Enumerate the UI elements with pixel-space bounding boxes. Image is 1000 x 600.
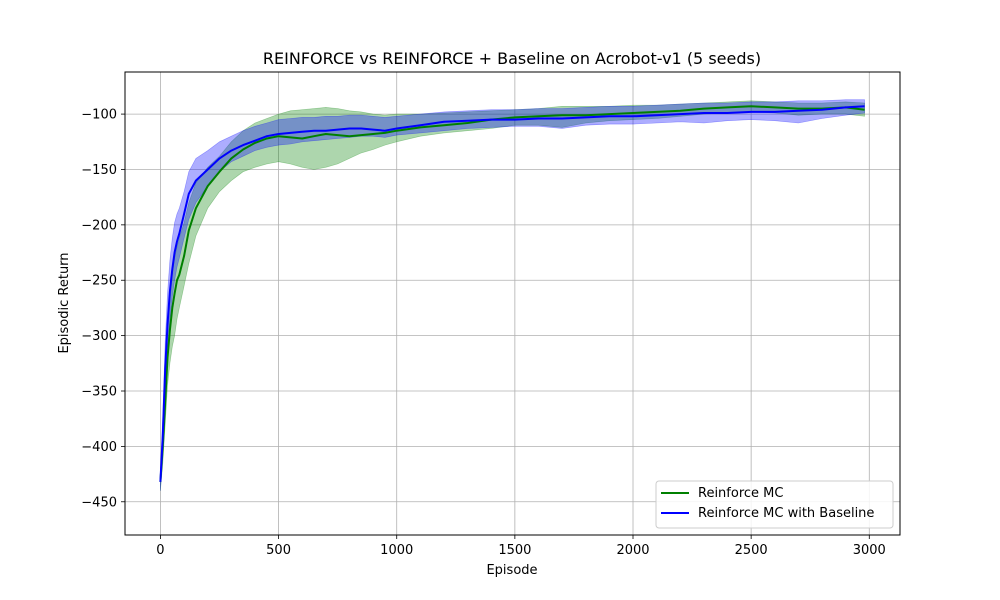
axes-frame bbox=[124, 71, 901, 536]
line-series-1 bbox=[159, 105, 865, 482]
x-tick-label: 0 bbox=[156, 543, 164, 558]
y-tick-label: −100 bbox=[81, 108, 117, 123]
chart-title: REINFORCE vs REINFORCE + Baseline on Acr… bbox=[263, 49, 761, 68]
x-tick-label: 1000 bbox=[380, 543, 413, 558]
line-series-0 bbox=[159, 105, 865, 482]
x-tick-label: 2500 bbox=[735, 543, 768, 558]
x-axis-ticks: 0 500 1000 1500 2000 2500 3000 bbox=[156, 535, 886, 558]
x-tick-label: 2000 bbox=[616, 543, 649, 558]
band-series-0 bbox=[160, 100, 865, 491]
y-tick-label: −400 bbox=[81, 440, 117, 455]
legend-label-reinforce-mc: Reinforce MC bbox=[698, 486, 783, 501]
y-tick-label: −450 bbox=[81, 495, 117, 510]
legend-box bbox=[655, 480, 894, 529]
y-tick-label: −200 bbox=[81, 218, 117, 233]
y-tick-label: −150 bbox=[81, 163, 117, 178]
legend-label-reinforce-mc-baseline: Reinforce MC with Baseline bbox=[698, 506, 874, 521]
y-tick-label: −300 bbox=[81, 329, 117, 344]
y-tick-label: −250 bbox=[81, 274, 117, 289]
series-lines bbox=[159, 105, 865, 482]
x-tick-label: 3000 bbox=[853, 543, 886, 558]
x-tick-label: 1500 bbox=[498, 543, 531, 558]
grid-lines bbox=[125, 72, 900, 535]
x-tick-label: 500 bbox=[266, 543, 291, 558]
legend: Reinforce MC Reinforce MC with Baseline bbox=[655, 480, 894, 529]
y-axis-label: Episodic Return bbox=[57, 252, 72, 353]
x-axis-label: Episode bbox=[486, 563, 537, 578]
y-tick-label: −350 bbox=[81, 385, 117, 400]
band-series-1 bbox=[160, 99, 865, 491]
confidence-bands bbox=[160, 99, 865, 491]
y-axis-ticks: −100 −150 −200 −250 −300 −350 −400 −450 bbox=[81, 108, 125, 510]
